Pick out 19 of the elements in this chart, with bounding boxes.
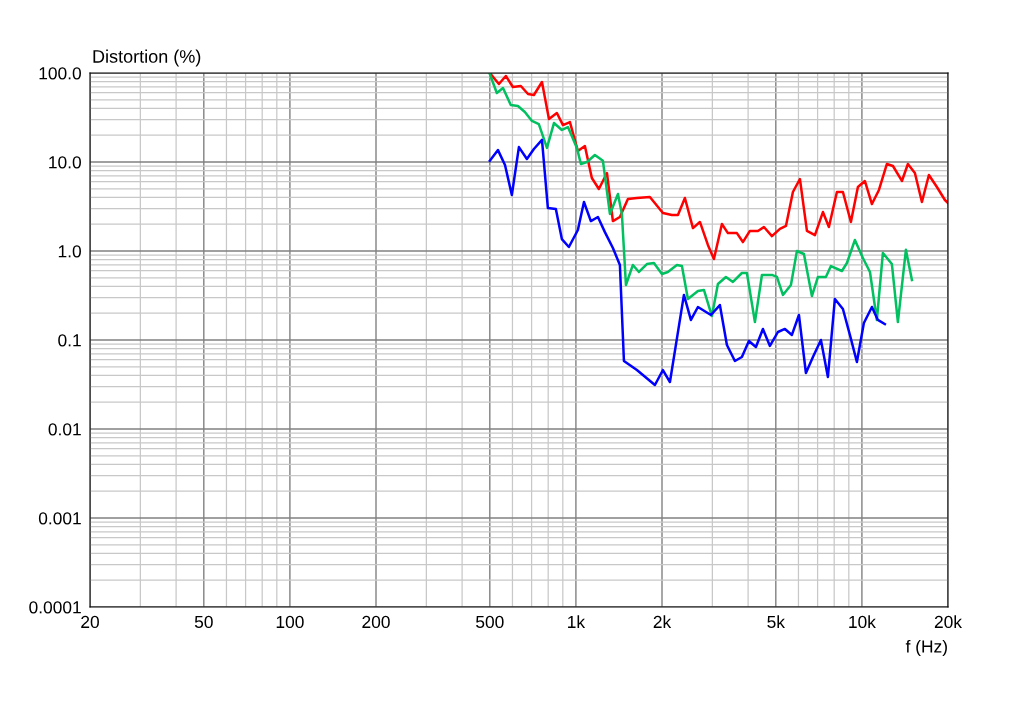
y-tick-label: 0.0001 xyxy=(29,601,81,614)
x-tick-label: 2k xyxy=(653,615,672,628)
x-tick-label: 200 xyxy=(362,615,390,629)
x-tick-label: 20k xyxy=(934,615,963,629)
x-tick-label: 20 xyxy=(81,615,99,629)
y-tick-label: 0.001 xyxy=(38,512,81,525)
y-tick-label: 0.1 xyxy=(58,334,81,347)
x-tick-label: 5k xyxy=(767,615,785,629)
x-tick-label: 100 xyxy=(276,615,304,629)
x-tick-label: 1k xyxy=(568,615,586,628)
x-tick-label: 10k xyxy=(849,615,876,629)
y-tick-label: 10.0 xyxy=(49,156,81,169)
y-axis-title: Distortion (%) xyxy=(93,49,201,67)
x-tick-label: 500 xyxy=(476,615,504,629)
y-tick-label: 100.0 xyxy=(39,67,81,80)
y-tick-label: 0.01 xyxy=(48,423,81,436)
x-axis-title: f (Hz) xyxy=(905,639,947,657)
y-tick-label: 1.0 xyxy=(58,245,81,258)
x-tick-label: 50 xyxy=(194,615,213,629)
